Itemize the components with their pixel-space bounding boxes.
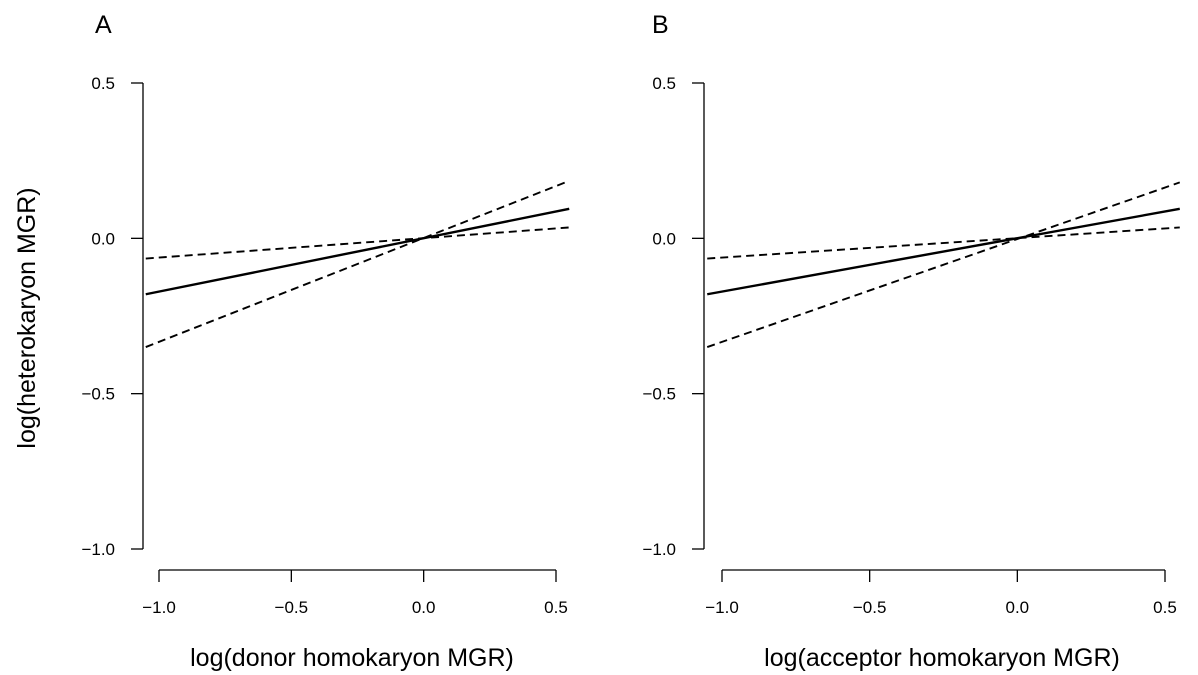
y-axis-title: log(heterokaryon MGR) <box>13 187 41 448</box>
panel-label: B <box>652 11 669 39</box>
confidence-band-line <box>707 226 1180 260</box>
regression-line <box>707 207 1180 296</box>
confidence-band-line <box>145 179 570 348</box>
x-tick-label: −0.5 <box>275 598 309 617</box>
x-tick-label: 0.5 <box>1153 598 1177 617</box>
x-tick-label: −0.5 <box>853 598 887 617</box>
x-axis-title: log(donor homokaryon MGR) <box>190 644 514 672</box>
x-axis-title: log(acceptor homokaryon MGR) <box>764 644 1120 672</box>
regression-line <box>145 207 570 296</box>
y-tick-label: 0.0 <box>652 229 676 248</box>
panel-label: A <box>95 11 112 39</box>
x-tick-label: 0.5 <box>544 598 568 617</box>
y-tick-label: 0.5 <box>652 74 676 93</box>
confidence-band-line <box>145 226 570 260</box>
y-tick-label: −0.5 <box>642 385 676 404</box>
y-tick-label: 0.0 <box>91 229 115 248</box>
x-tick-label: 0.0 <box>1006 598 1030 617</box>
y-tick-label: −1.0 <box>642 540 676 559</box>
y-tick-label: −1.0 <box>81 540 115 559</box>
x-tick-label: −1.0 <box>142 598 176 617</box>
confidence-band-line <box>706 181 1181 348</box>
y-tick-label: 0.5 <box>91 74 115 93</box>
x-tick-label: 0.0 <box>412 598 436 617</box>
x-tick-label: −1.0 <box>705 598 739 617</box>
y-tick-label: −0.5 <box>81 385 115 404</box>
